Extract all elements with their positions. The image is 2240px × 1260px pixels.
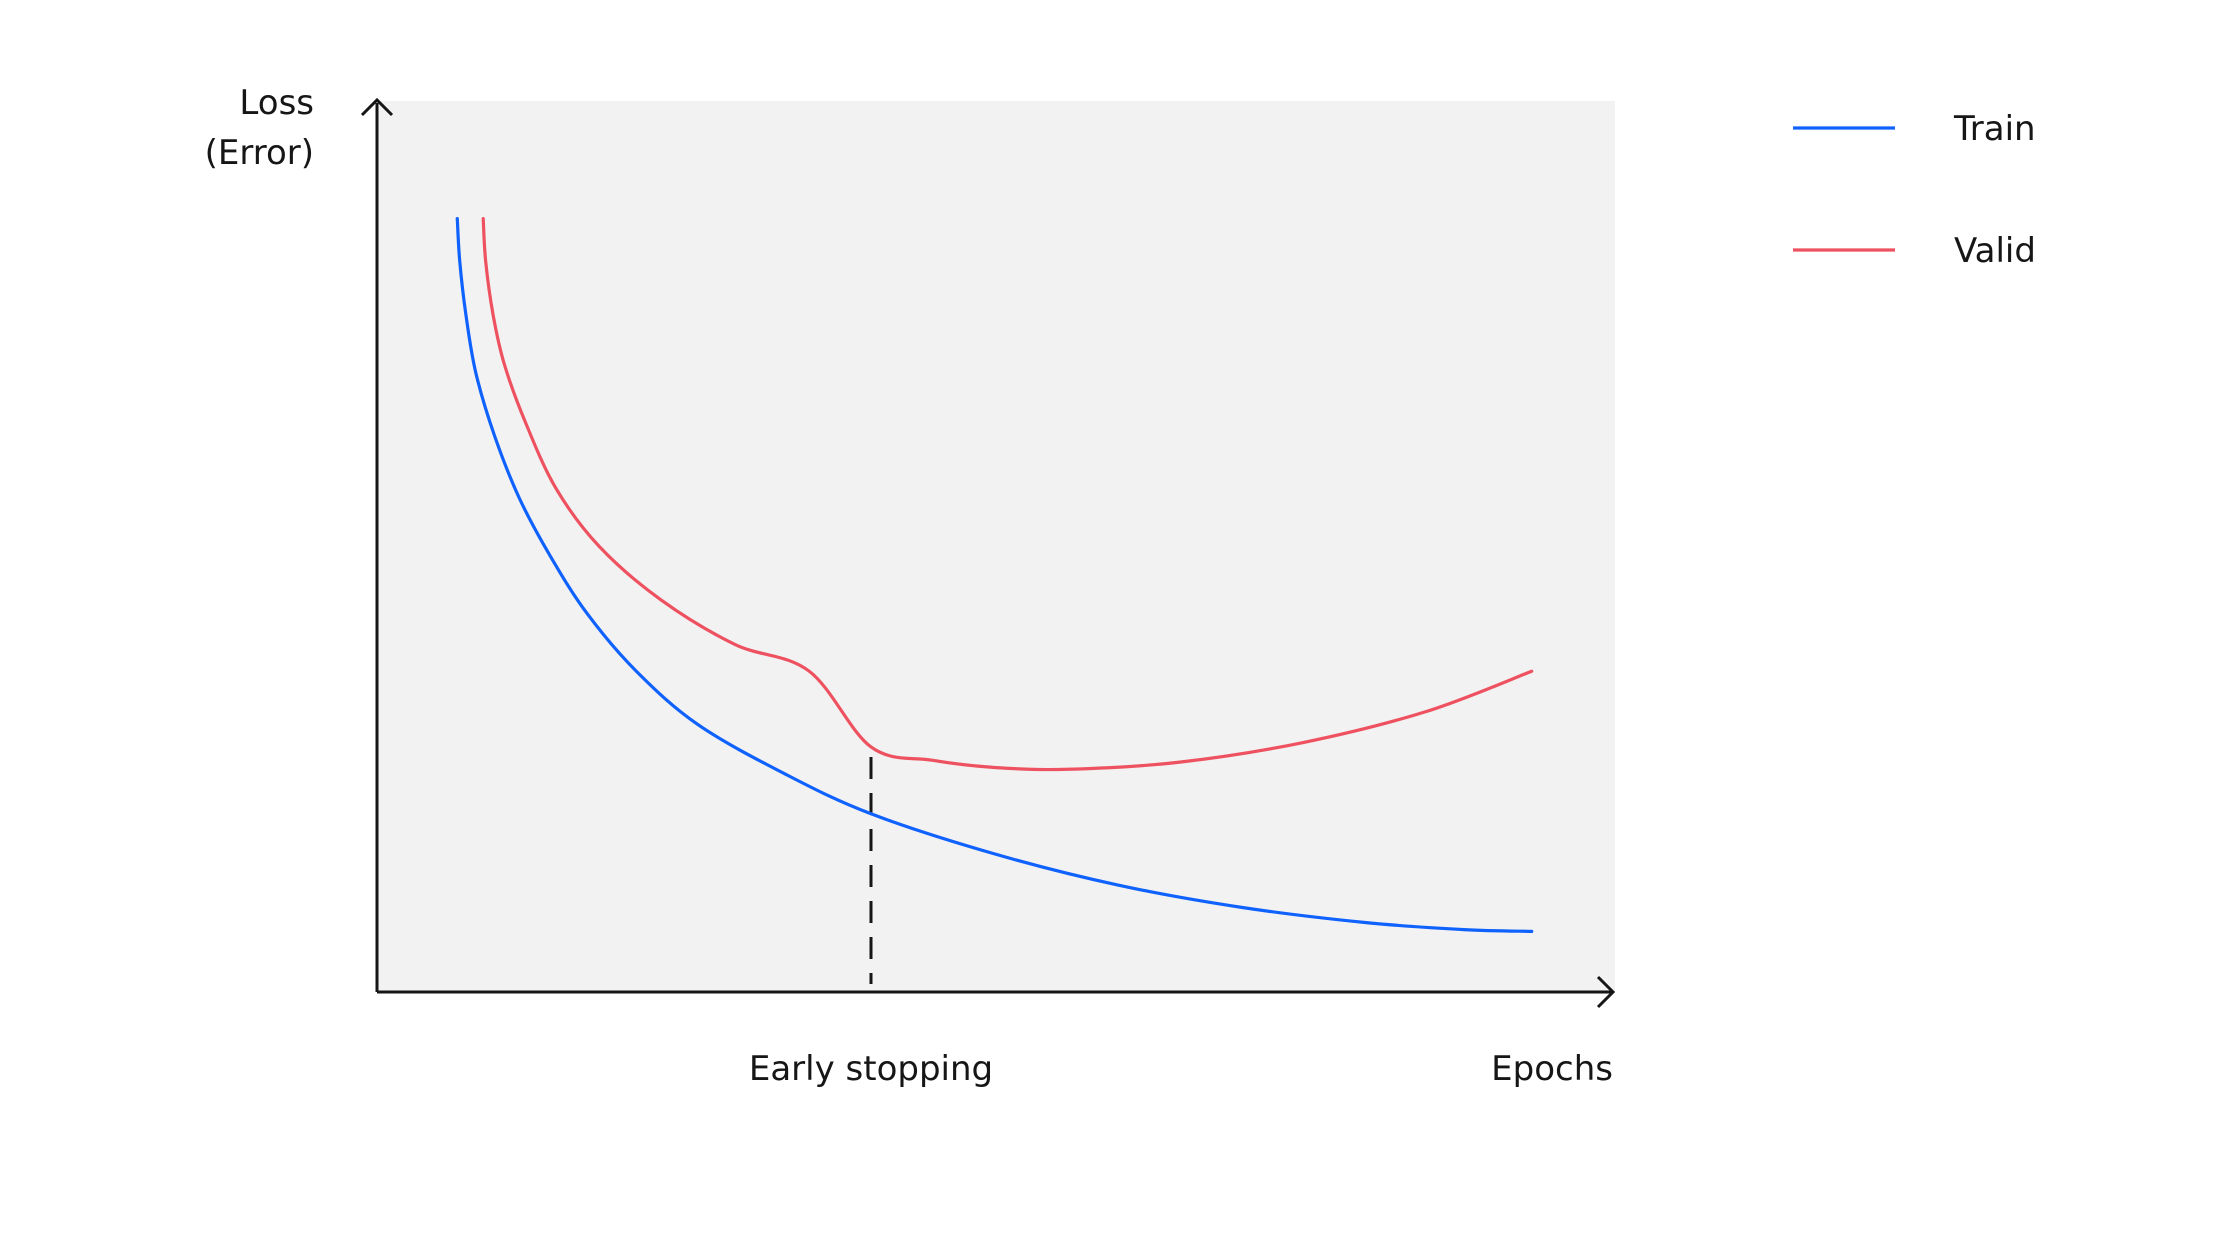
- x-axis-arrow: [1596, 975, 1616, 1009]
- series-line-valid: [481, 217, 1534, 772]
- x-axis-label: Epochs: [1491, 1049, 1613, 1089]
- y-axis-label-line-1: Loss: [239, 83, 314, 123]
- y-axis-label-line-2: (Error): [205, 133, 314, 173]
- plot-area: [377, 101, 1615, 992]
- early-stopping-label: Early stopping: [749, 1049, 993, 1089]
- y-axis-arrow: [360, 97, 394, 117]
- legend: Train Valid: [1793, 109, 2036, 271]
- series-layer: [455, 217, 1534, 934]
- legend-label-valid: Valid: [1954, 231, 2036, 271]
- series-line-train: [455, 217, 1534, 934]
- legend-label-train: Train: [1953, 109, 2036, 149]
